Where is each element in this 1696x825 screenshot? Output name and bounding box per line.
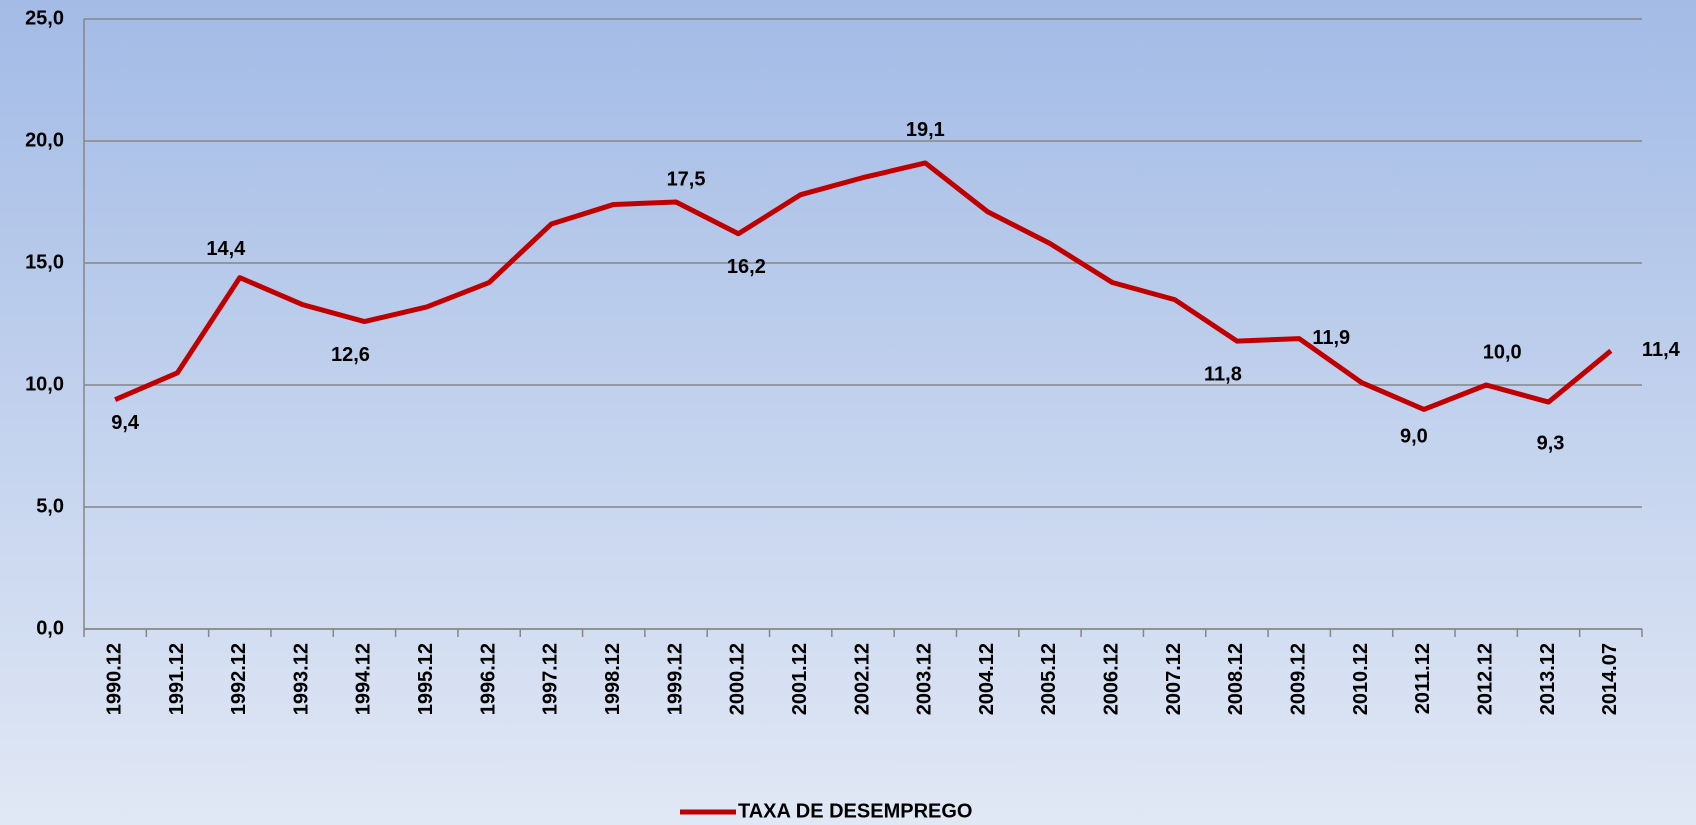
legend-label: TAXA DE DESEMPREGO <box>738 800 972 822</box>
x-tick-label: 2012.12 <box>1474 643 1496 715</box>
x-tick-label: 2006.12 <box>1101 643 1123 715</box>
y-tick-label: 15,0 <box>25 251 64 273</box>
data-label: 11,9 <box>1312 327 1350 349</box>
y-tick-label: 5,0 <box>36 495 64 517</box>
x-tick-label: 2009.12 <box>1288 643 1310 715</box>
x-tick-label: 2008.12 <box>1225 643 1247 715</box>
data-label: 11,8 <box>1204 363 1242 385</box>
x-tick-label: 1990.12 <box>103 643 125 715</box>
y-tick-label: 0,0 <box>36 617 64 639</box>
y-tick-label: 20,0 <box>25 129 64 151</box>
x-tick-label: 1991.12 <box>166 643 188 715</box>
data-label: 9,3 <box>1537 432 1565 454</box>
data-label: 19,1 <box>906 119 945 141</box>
x-tick-label: 1998.12 <box>602 643 624 715</box>
x-tick-label: 2003.12 <box>914 643 936 715</box>
x-tick-label: 1993.12 <box>290 643 312 715</box>
x-tick-label: 1997.12 <box>540 643 562 715</box>
x-tick-label: 2011.12 <box>1412 643 1434 714</box>
data-label: 14,4 <box>206 238 246 260</box>
x-tick-label: 1999.12 <box>664 643 686 715</box>
data-label: 16,2 <box>727 256 766 278</box>
x-tick-label: 1994.12 <box>353 643 375 715</box>
x-tick-label: 1996.12 <box>477 643 499 715</box>
x-tick-label: 2002.12 <box>851 643 873 715</box>
data-label: 9,0 <box>1400 426 1428 448</box>
x-tick-label: 2007.12 <box>1163 643 1185 715</box>
y-tick-label: 25,0 <box>25 7 64 29</box>
x-tick-label: 2005.12 <box>1038 643 1060 715</box>
y-tick-label: 10,0 <box>25 373 64 395</box>
x-tick-label: 2001.12 <box>789 643 811 715</box>
x-tick-label: 2004.12 <box>976 643 998 715</box>
data-line <box>114 160 1613 412</box>
x-tick-label: 2000.12 <box>727 643 749 715</box>
data-label: 9,4 <box>111 412 140 434</box>
data-label: 11,4 <box>1642 339 1681 361</box>
data-label: 12,6 <box>331 344 370 366</box>
x-tick-label: 1992.12 <box>228 643 250 715</box>
x-tick-label: 2010.12 <box>1350 643 1372 715</box>
data-label: 17,5 <box>667 168 706 190</box>
data-label: 10,0 <box>1483 341 1522 363</box>
x-tick-label: 2013.12 <box>1537 643 1559 715</box>
x-tick-label: 1995.12 <box>415 643 437 715</box>
x-tick-label: 2014.07 <box>1599 643 1621 715</box>
